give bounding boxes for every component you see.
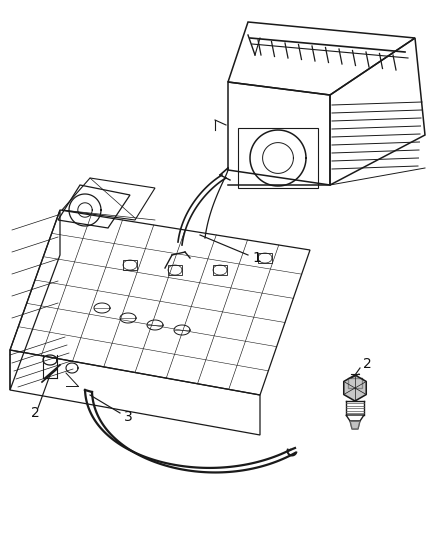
Text: 2: 2 [363, 357, 372, 371]
Text: 3: 3 [124, 410, 133, 424]
Polygon shape [350, 421, 360, 429]
Text: 2: 2 [31, 406, 39, 420]
Polygon shape [344, 375, 366, 401]
Text: 1: 1 [252, 251, 261, 265]
